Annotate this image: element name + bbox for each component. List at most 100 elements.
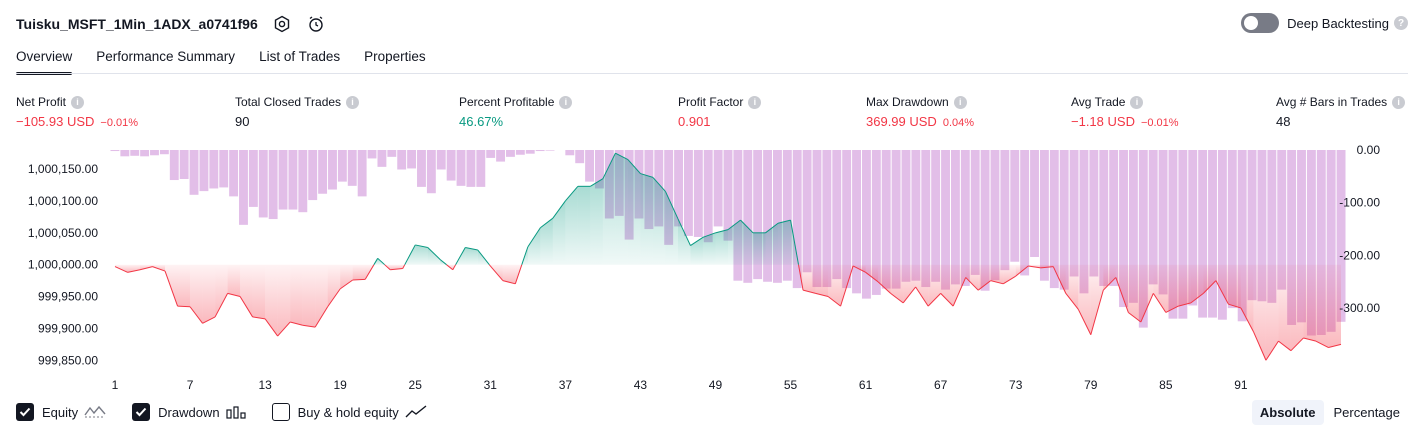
info-icon[interactable]: i [71,95,85,109]
equity-area [1178,264,1191,307]
legend-label: Equity [42,404,79,420]
equity-line-segment [1115,277,1129,313]
equity-line-segment [1252,331,1267,361]
equity-area [1190,264,1204,303]
drawdown-bar [426,150,436,194]
drawdown-bar [950,150,960,285]
left-axis-tick: 1,000,150.00 [28,162,98,176]
drawdown-bar [1326,150,1336,332]
drawdown-bar [1217,150,1227,320]
equity-line-segment [940,293,954,307]
info-icon[interactable]: i [1392,95,1406,109]
metric-label: Percent Profitable [459,95,555,109]
equity-line-segment [152,266,166,272]
equity-area [677,218,691,265]
info-icon[interactable]: i [1130,95,1144,109]
drawdown-bar [575,150,585,164]
equity-line-segment [452,264,457,271]
equity-line-segment [765,222,779,234]
equity-line-segment [1065,293,1079,310]
x-axis-tick: 13 [258,378,272,390]
drawdown-checkbox[interactable] [132,403,151,421]
equity-line-segment [777,219,791,224]
equity-line-segment [790,220,800,265]
drawdown-bar [970,150,980,275]
legend-equity[interactable]: Equity [16,403,106,421]
equity-area [1303,264,1316,342]
drawdown-bar [1000,150,1010,271]
equity-line-segment [1140,293,1154,323]
drawdown-bar [525,150,535,154]
buy-hold-checkbox[interactable] [271,403,290,421]
equity-checkbox[interactable] [16,403,34,421]
equity-line-segment [1265,340,1279,361]
equity-line-segment [902,286,917,304]
equity-line-segment [1128,312,1142,323]
equity-area [327,264,341,307]
drawdown-bar [1237,150,1247,322]
equity-area [502,264,516,284]
drawdown-bar [773,150,782,283]
x-axis-tick: 85 [1159,378,1173,390]
info-icon[interactable]: i [953,95,967,109]
drawdown-bar [674,150,684,227]
strategy-title: Tuisku_MSFT_1Min_1ADX_a0741f96 [16,16,258,32]
gear-icon[interactable] [272,14,292,34]
metric-avg-trade: Avg Trade i −1.18 USD −0.01% [1071,94,1179,129]
drawdown-bar [595,150,604,189]
equity-line-segment [915,286,929,307]
tab-performance-summary[interactable]: Performance Summary [96,49,236,64]
equity-line-segment [446,264,454,271]
equity-line-segment [502,280,516,285]
equity-area [177,264,191,307]
metric-avg-bars-in-trades: Avg # Bars in Trades i 48 [1276,94,1406,129]
left-axis-tick: 1,000,100.00 [28,194,98,208]
legend-drawdown[interactable]: Drawdown [132,403,246,421]
info-icon[interactable]: i [748,95,762,109]
equity-line-segment [127,269,141,273]
equity-area [940,264,954,307]
tab-overview[interactable]: Overview [16,47,73,75]
info-icon[interactable]: i [346,95,360,109]
drawdown-bar [1287,150,1297,325]
equity-line-segment [404,244,416,265]
drawdown-bar [1316,150,1326,335]
drawdown-bar [219,150,229,188]
drawdown-bar [684,150,693,236]
legend-label: Buy & hold equity [297,404,399,420]
alarm-clock-plus-icon[interactable] [306,14,326,34]
equity-line-segment [527,227,541,248]
equity-area [690,237,703,265]
tab-list-of-trades[interactable]: List of Trades [259,49,341,64]
equity-line-segment [690,236,704,246]
equity-area [415,244,428,265]
equity-area [903,264,916,303]
info-icon[interactable]: i [559,95,573,109]
drawdown-bar [150,150,159,156]
drawdown-bar [1138,150,1148,328]
equity-area [1090,264,1104,335]
equity-line-segment [552,200,566,219]
drawdown-bar [703,150,713,243]
equity-line-segment [252,316,266,320]
equity-area [352,264,366,280]
equity-line-segment [1240,307,1254,332]
right-axis-tick: 0.00 [1357,143,1381,157]
tab-properties[interactable]: Properties [364,49,426,64]
equity-area [527,227,541,265]
drawdown-bar [1297,150,1306,323]
x-axis-tick: 49 [709,378,723,390]
drawdown-bar [565,150,575,156]
metric-total-closed-trades: Total Closed Trades i 90 [235,94,360,129]
equity-line-segment [677,218,691,246]
drawdown-bar [456,150,466,186]
legend-buy-hold[interactable]: Buy & hold equity [271,403,427,421]
absolute-button[interactable]: Absolute [1251,400,1324,425]
equity-area [465,247,478,265]
equity-line-segment [177,305,191,308]
question-icon[interactable]: ? [1394,16,1408,30]
deep-backtesting-toggle[interactable] [1241,13,1280,33]
equity-drawdown-chart[interactable]: 1,000,150.00 1,000,100.00 1,000,050.00 1,00… [0,140,1424,390]
percentage-button[interactable]: Percentage [1333,405,1401,420]
metric-percent-profitable: Percent Profitable i 46.67% [459,94,573,129]
